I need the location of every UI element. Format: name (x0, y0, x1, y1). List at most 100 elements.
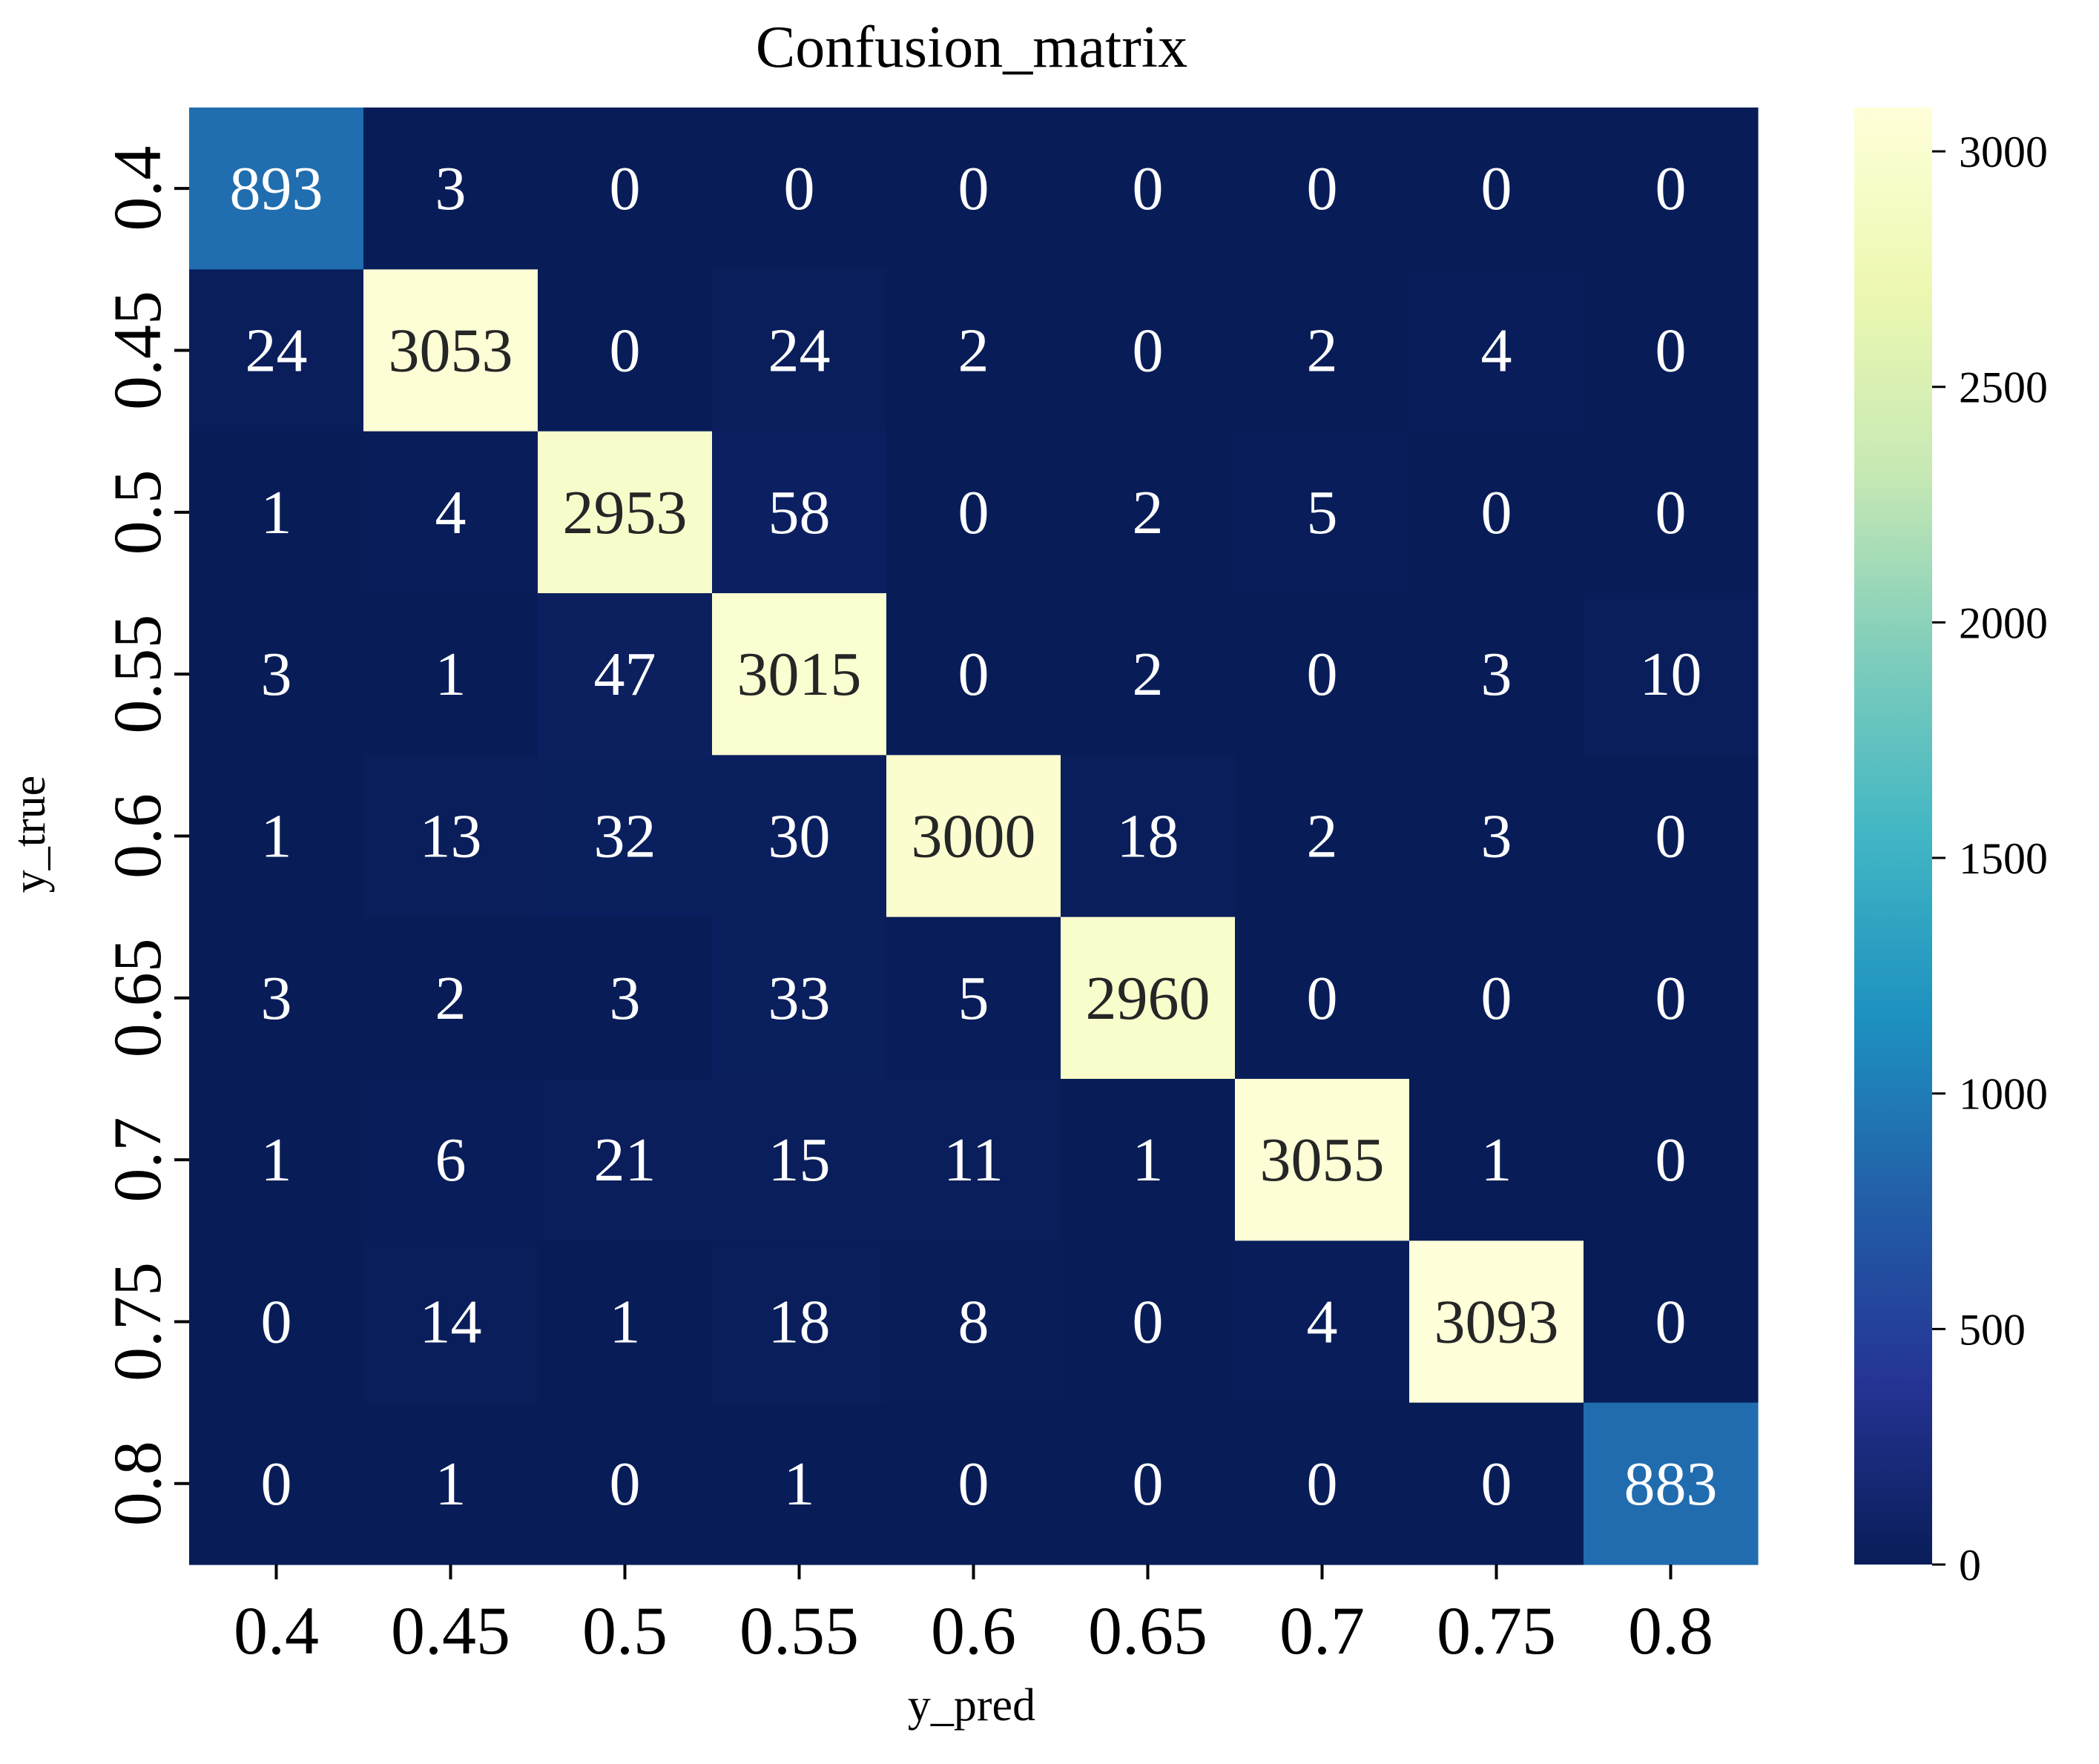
cell-value-label: 47 (594, 640, 656, 709)
x-tick-label: 0.45 (391, 1593, 510, 1668)
colorbar-tick-label: 1500 (1959, 834, 2048, 883)
cell-value-label: 2 (1133, 640, 1164, 709)
cell-value-label: 2 (958, 316, 989, 385)
cell-value-label: 3 (261, 640, 292, 709)
cell-value-label: 10 (1640, 640, 1702, 709)
x-tick-label: 0.7 (1279, 1593, 1365, 1668)
colorbar-tick-label: 3000 (1959, 128, 2048, 176)
y-axis-ticks: 0.4 0.45 0.5 0.55 0.6 0.65 0.7 0.75 0.8 (99, 146, 189, 1526)
heatmap-cell-labels: 893 3 0 0 0 0 0 0 024 3053 0 24 2 0 2 4 01 4 2953 58 0 2 5 0 03 1… (230, 154, 1718, 1519)
heatmap-cell (363, 1078, 538, 1241)
heatmap-cell (1235, 1402, 1410, 1565)
y-tick-label: 0.65 (99, 938, 175, 1057)
heatmap-cell (189, 1402, 364, 1565)
cell-value-label: 4 (1481, 316, 1512, 385)
heatmap-cell (1584, 1402, 1759, 1565)
cell-value-label: 3053 (389, 316, 513, 385)
heatmap-cell (886, 1241, 1061, 1404)
y-tick-label: 0.45 (99, 291, 175, 410)
heatmap-cell (1061, 1241, 1236, 1404)
heatmap-cell (1409, 916, 1584, 1080)
heatmap-cell (1584, 916, 1759, 1080)
cell-value-label: 3 (261, 964, 292, 1033)
heatmap-cell (886, 269, 1061, 432)
cell-value-label: 33 (768, 964, 831, 1033)
cell-value-label: 0 (958, 640, 989, 709)
cell-value-label: 1 (261, 1126, 292, 1195)
heatmap-cell (1409, 269, 1584, 432)
cell-value-label: 3015 (737, 640, 862, 709)
cell-value-label: 6 (435, 1126, 467, 1195)
cell-value-label: 3 (1481, 802, 1512, 871)
cell-value-label: 0 (610, 154, 641, 223)
heatmap-cell (1235, 108, 1410, 270)
heatmap-cell (1061, 269, 1236, 432)
cell-value-label: 32 (594, 802, 656, 871)
heatmap-cell (1584, 431, 1759, 594)
cell-value-label: 5 (1307, 478, 1338, 547)
cell-value-label: 15 (768, 1126, 831, 1195)
y-tick-label: 0.5 (99, 469, 175, 555)
cell-value-label: 3000 (912, 802, 1036, 871)
cell-value-label: 8 (958, 1287, 989, 1356)
y-axis-label: y_true (4, 776, 55, 893)
heatmap-cell (1235, 592, 1410, 756)
cell-value-label: 3 (435, 154, 467, 223)
x-tick-label: 0.4 (234, 1593, 319, 1668)
heatmap-cell (1061, 1078, 1236, 1241)
cell-value-label: 0 (1133, 154, 1164, 223)
heatmap-cell (1235, 269, 1410, 432)
cell-value-label: 4 (435, 478, 467, 547)
heatmap-cell (712, 269, 887, 432)
heatmap-cell (538, 1241, 713, 1404)
heatmap-cell (538, 108, 713, 270)
heatmap-cell (538, 755, 713, 918)
heatmap-cell (1061, 755, 1236, 918)
cell-value-label: 0 (1133, 1287, 1164, 1356)
heatmap-cell (1235, 755, 1410, 918)
heatmap-cell (538, 1078, 713, 1241)
x-tick-label: 0.75 (1437, 1593, 1556, 1668)
cell-value-label: 18 (768, 1287, 831, 1356)
cell-value-label: 0 (1133, 316, 1164, 385)
heatmap-cell (538, 916, 713, 1080)
heatmap-cell (363, 755, 538, 918)
cell-value-label: 5 (958, 964, 989, 1033)
colorbar-tick-label: 2000 (1959, 598, 2048, 647)
heatmap-cell (1409, 1402, 1584, 1565)
cell-value-label: 24 (246, 316, 308, 385)
cell-value-label: 1 (435, 640, 467, 709)
heatmap-cell (1061, 1402, 1236, 1565)
heatmap-cell (1235, 1241, 1410, 1404)
cell-value-label: 14 (420, 1287, 482, 1356)
heatmap-cell (886, 1402, 1061, 1565)
cell-value-label: 2 (1133, 478, 1164, 547)
x-tick-label: 0.65 (1088, 1593, 1207, 1668)
cell-value-label: 893 (230, 154, 323, 223)
y-tick-label: 0.7 (99, 1117, 175, 1203)
cell-value-label: 0 (1481, 964, 1512, 1033)
cell-value-label: 0 (1655, 1287, 1687, 1356)
heatmap-cell (538, 592, 713, 756)
heatmap-cell (363, 592, 538, 756)
cell-value-label: 21 (594, 1126, 656, 1195)
cell-value-label: 1 (435, 1450, 467, 1519)
cell-value-label: 1 (1133, 1126, 1164, 1195)
heatmap-cell (712, 1241, 887, 1404)
cell-value-label: 0 (784, 154, 815, 223)
cell-value-label: 18 (1117, 802, 1179, 871)
colorbar-tick-label: 1000 (1959, 1070, 2048, 1119)
cell-value-label: 1 (784, 1450, 815, 1519)
heatmap-cell (712, 431, 887, 594)
colorbar (1854, 108, 1932, 1565)
heatmap-cell (886, 1078, 1061, 1241)
heatmap-cell (189, 592, 364, 756)
heatmap-cell (189, 916, 364, 1080)
heatmap-cell (1061, 108, 1236, 270)
cell-value-label: 1 (1481, 1126, 1512, 1195)
cell-value-label: 0 (1655, 1126, 1687, 1195)
heatmap-cell (538, 431, 713, 594)
y-tick-label: 0.75 (99, 1262, 175, 1381)
cell-value-label: 1 (261, 802, 292, 871)
heatmap-cell (712, 916, 887, 1080)
